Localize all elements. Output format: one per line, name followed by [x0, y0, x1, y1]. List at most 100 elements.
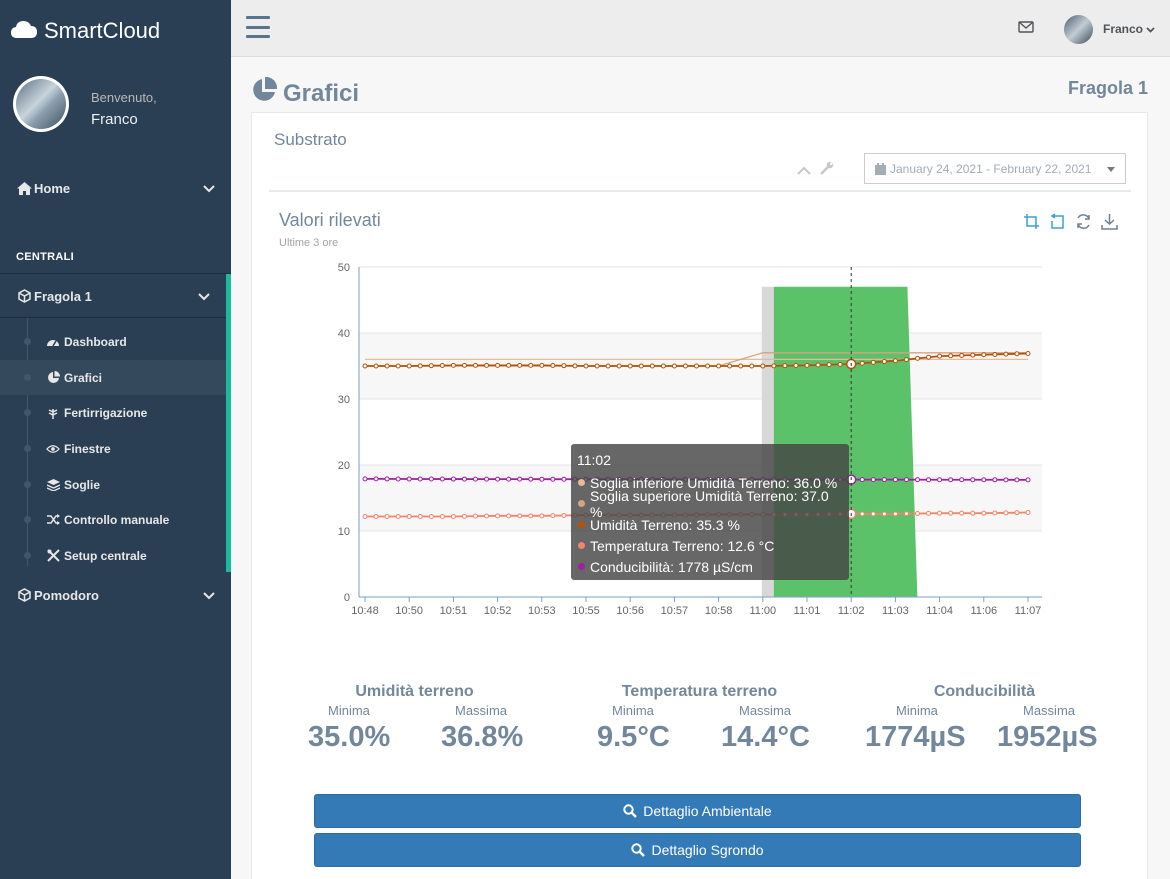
data-point — [937, 477, 943, 483]
topbar: Franco — [231, 0, 1170, 57]
data-point — [528, 362, 534, 368]
stat-max-value: 36.8% — [441, 721, 524, 753]
sidebar-item-pomodoro[interactable]: Pomodoro — [0, 584, 231, 606]
sidebar-item-dashboard[interactable]: Dashboard — [0, 324, 226, 359]
date-range-value: January 24, 2021 - February 22, 2021 — [890, 161, 1092, 176]
date-range-picker[interactable]: January 24, 2021 - February 22, 2021 — [864, 153, 1126, 184]
x-tick-label: 11:07 — [1015, 605, 1042, 617]
sidebar-item-fertirrigazione[interactable]: Fertirrigazione — [0, 395, 226, 430]
download-icon[interactable] — [1101, 213, 1118, 235]
sidebar-item-finestre[interactable]: Finestre — [0, 431, 226, 466]
sidebar-item-home[interactable]: Home — [0, 177, 231, 199]
data-point — [461, 362, 467, 368]
y-tick-label: 50 — [338, 262, 350, 274]
profile-name: Franco — [91, 111, 138, 128]
stat-max-value: 1952µS — [997, 721, 1098, 753]
zoom-in-icon[interactable] — [1023, 213, 1040, 235]
data-point — [870, 511, 876, 517]
fragola-row[interactable]: Fragola 1 — [0, 285, 226, 307]
user-menu[interactable]: Franco — [1103, 22, 1155, 36]
data-point — [550, 363, 556, 369]
caret-down-icon — [1107, 167, 1115, 172]
data-point — [539, 362, 545, 368]
data-point — [605, 363, 611, 369]
data-point — [1014, 510, 1020, 516]
data-point — [937, 353, 943, 359]
dettaglio-sgrondo-button[interactable]: Dettaglio Sgrondo — [314, 833, 1081, 867]
data-point — [881, 511, 887, 517]
collapse-icon[interactable] — [797, 162, 811, 180]
data-point — [406, 476, 412, 482]
tooltip-row: Umidità Terreno: 35.3 % — [577, 514, 843, 535]
data-point — [948, 353, 954, 359]
data-point — [981, 477, 987, 483]
data-point — [373, 363, 379, 369]
sidebar-item-grafici[interactable]: Grafici — [0, 360, 226, 395]
brand[interactable]: SmartCloud — [10, 16, 160, 46]
data-point — [495, 476, 501, 482]
data-point — [892, 477, 898, 483]
zoom-out-icon[interactable] — [1049, 213, 1066, 235]
y-tick-label: 40 — [338, 328, 350, 340]
panel-title: Substrato — [274, 130, 347, 149]
data-point — [926, 510, 932, 516]
x-tick-label: 11:06 — [970, 605, 997, 617]
chart-toolbar — [1023, 213, 1118, 235]
refresh-icon[interactable] — [1075, 213, 1092, 235]
data-point — [528, 513, 534, 519]
dashboard-icon — [46, 336, 60, 347]
chart-subtitle: Ultime 3 ore — [279, 237, 339, 249]
data-point — [561, 512, 567, 518]
data-point — [870, 359, 876, 365]
data-point — [682, 363, 688, 369]
data-point — [395, 363, 401, 369]
x-tick-label: 10:58 — [705, 605, 733, 617]
data-point — [473, 362, 478, 368]
plant-icon — [46, 407, 60, 419]
data-point — [992, 510, 998, 516]
sidebar-item-controllo-manuale[interactable]: Controllo manuale — [0, 502, 226, 537]
x-tick-label: 11:03 — [882, 605, 909, 617]
data-point — [970, 510, 976, 516]
mail-icon[interactable] — [1018, 20, 1034, 38]
data-point — [727, 363, 733, 369]
stat-umidita: Umidità terreno — [312, 683, 517, 701]
data-point — [705, 363, 711, 369]
sidebar-item-fragola[interactable]: Fragola 1 — [0, 274, 226, 318]
y-tick-label: 10 — [338, 526, 350, 538]
data-point — [473, 476, 478, 482]
data-point — [439, 513, 445, 519]
y-tick-label: 20 — [338, 460, 350, 472]
welcome-text: Benvenuto, — [91, 90, 157, 105]
dettaglio-ambientale-button[interactable]: Dettaglio Ambientale — [314, 794, 1081, 828]
data-point — [1003, 477, 1009, 483]
data-point — [428, 363, 434, 369]
profile-avatar — [13, 76, 69, 132]
data-point — [439, 363, 445, 369]
sidebar-item-setup-centrale[interactable]: Setup centrale — [0, 538, 226, 573]
sidebar-item-label: Finestre — [64, 441, 111, 456]
x-tick-label: 10:56 — [616, 605, 644, 617]
data-point — [528, 476, 534, 482]
wrench-icon[interactable] — [819, 161, 834, 181]
sidebar-item-label: Dashboard — [64, 334, 127, 349]
data-point — [417, 476, 423, 482]
data-point — [903, 357, 909, 363]
data-point — [716, 363, 722, 369]
data-point — [915, 511, 920, 517]
data-point — [517, 476, 523, 482]
line-chart[interactable]: 0 10 20 30 40 50 10:48 10:50 10:51 10:52 10:53 10:5… — [252, 113, 1149, 673]
x-tick-label: 10:51 — [440, 605, 468, 617]
data-point — [1003, 510, 1009, 516]
data-point — [970, 352, 976, 358]
sidebar-item-soglie[interactable]: Soglie — [0, 467, 226, 502]
central-name: Fragola 1 — [1067, 78, 1148, 98]
menu-toggle-icon[interactable] — [246, 16, 270, 38]
sidebar-item-label: Grafici — [64, 370, 103, 385]
data-point — [981, 352, 987, 358]
user-avatar[interactable] — [1064, 15, 1093, 44]
data-point — [793, 363, 799, 369]
submenu-line — [27, 318, 28, 566]
data-point — [671, 363, 677, 369]
data-point — [473, 513, 478, 519]
